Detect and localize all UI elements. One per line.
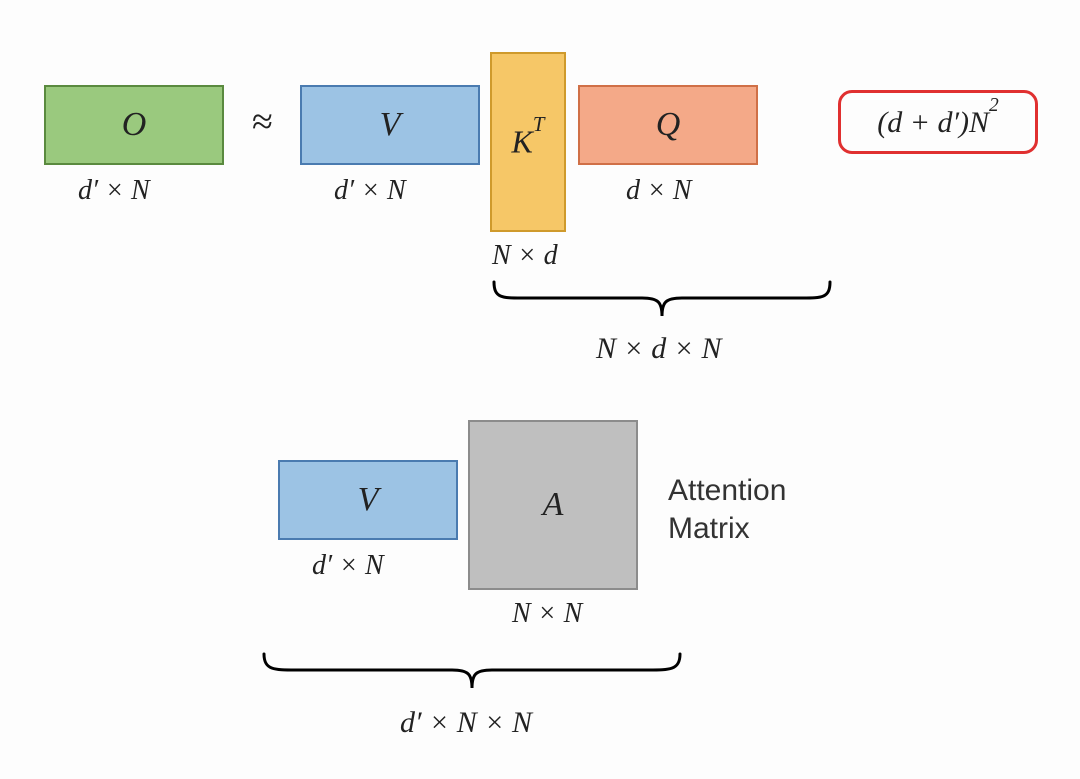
dim-V-bottom: d′ × N — [312, 550, 384, 582]
dim-O: d′ × N — [78, 175, 150, 207]
box-A-label: A — [543, 486, 564, 524]
dim-KT: N × d — [492, 240, 558, 272]
dim-A: N × N — [512, 598, 582, 630]
box-KT: KT — [490, 52, 566, 232]
attention-line2: Matrix — [668, 512, 750, 545]
attention-line1: Attention — [668, 474, 786, 507]
diagram-stage: O d′ × N ≈ V d′ × N KT N × d Q d × N (d … — [0, 0, 1080, 779]
dim-V-top: d′ × N — [334, 175, 406, 207]
brace-KTQ — [492, 280, 832, 330]
attention-matrix-label: Attention Matrix — [668, 472, 786, 547]
box-O-label: O — [122, 106, 147, 144]
box-V-bottom-label: V — [358, 481, 379, 519]
complexity-text: (d + d′)N2 — [877, 105, 999, 140]
box-O: O — [44, 85, 224, 165]
box-V-top: V — [300, 85, 480, 165]
brace-KTQ-label: N × d × N — [596, 332, 722, 366]
dim-Q: d × N — [626, 175, 692, 207]
box-KT-label: KT — [512, 123, 545, 161]
complexity-box: (d + d′)N2 — [838, 90, 1038, 154]
brace-VA-label: d′ × N × N — [400, 706, 532, 740]
box-Q-label: Q — [656, 106, 681, 144]
box-V-top-label: V — [380, 106, 401, 144]
box-Q: Q — [578, 85, 758, 165]
brace-VA — [262, 652, 682, 702]
box-V-bottom: V — [278, 460, 458, 540]
approx-symbol: ≈ — [252, 100, 273, 144]
box-A: A — [468, 420, 638, 590]
